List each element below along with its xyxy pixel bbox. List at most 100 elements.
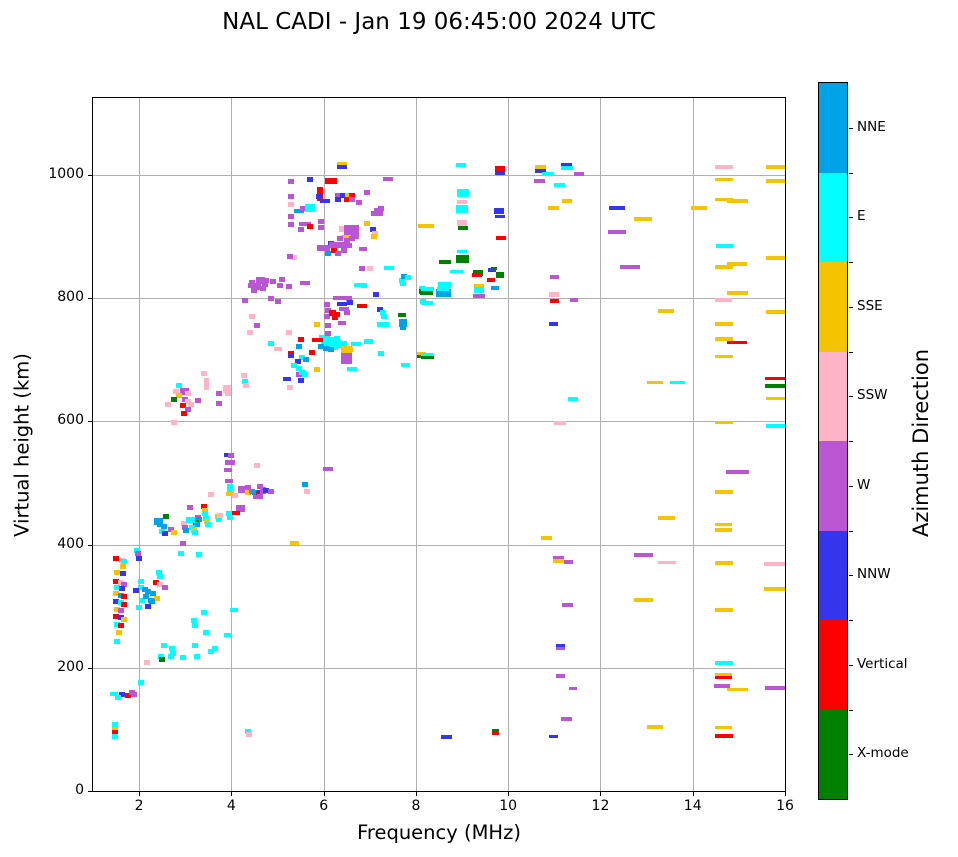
data-point [541,535,553,540]
data-point [232,493,239,499]
x-gridline [692,98,694,791]
data-point [245,731,252,737]
data-point [714,733,733,738]
data-point [187,401,194,407]
data-point [534,165,546,171]
data-point [495,166,506,173]
data-point [227,514,234,520]
data-point [263,277,269,283]
colorbar-tick-label: NNE [857,118,886,135]
data-point [228,452,235,458]
data-point [112,733,119,739]
data-point [109,691,118,696]
data-point [119,586,126,592]
data-point [347,300,354,305]
y-tick-label: 400 [57,535,84,552]
data-point [295,365,302,371]
x-tick-mark [323,792,325,796]
x-tick-mark [139,792,141,796]
data-point [383,266,394,271]
data-point [356,304,367,309]
data-point [765,397,785,401]
data-point [113,569,120,575]
colorbar-boundary-tick [849,620,853,621]
data-point [633,553,653,558]
y-gridline [93,175,785,176]
data-point [293,209,304,214]
colorbar-tick-label: Vertical [857,655,908,672]
x-gridline [508,98,510,791]
data-point [714,298,732,303]
data-point [227,486,234,492]
data-point [216,512,223,518]
data-point [727,261,748,266]
data-point [244,489,251,495]
data-point [378,205,385,211]
data-point [312,338,324,343]
data-point [714,675,732,679]
data-point [340,192,347,198]
data-point [226,511,233,517]
data-point [215,516,222,522]
data-point [297,336,304,342]
data-point [259,285,266,291]
colorbar-tick-mark [849,127,853,129]
data-point [456,204,469,213]
colorbar-segment-w [819,441,847,531]
data-point [324,331,331,337]
data-point [400,363,410,368]
data-point [349,192,356,198]
data-point [473,284,484,289]
data-point [405,274,412,280]
colorbar-tick-label: SSE [857,297,883,314]
data-point [553,558,565,563]
data-point [169,645,176,651]
data-point [418,224,435,229]
data-point [338,320,347,325]
data-point [670,381,686,385]
data-point [295,359,302,365]
data-point [332,315,339,321]
data-point [307,177,314,183]
data-point [251,287,258,293]
data-point [399,318,408,327]
data-point [176,393,183,399]
data-point [121,559,128,565]
data-point [336,235,343,241]
data-point [115,694,122,700]
data-point [491,731,499,735]
data-point [714,164,733,169]
colorbar-boundary-tick [849,172,853,174]
data-point [229,607,238,612]
data-point [333,312,340,318]
data-point [288,352,295,358]
data-point [323,467,334,472]
colorbar-tick-mark [849,396,853,398]
x-gridline [600,98,602,791]
data-point [343,309,350,315]
data-point [204,519,211,525]
data-point [714,490,733,495]
data-point [183,527,190,533]
data-point [287,385,294,391]
data-point [160,524,167,530]
x-tick-mark [692,792,694,796]
data-point [353,283,364,288]
x-tick-label: 14 [683,798,702,814]
data-point [164,401,171,407]
data-point [714,197,733,201]
y-tick-mark [88,544,92,546]
data-point [167,526,174,532]
data-point [222,385,231,394]
data-point [457,225,468,230]
data-point [112,729,119,735]
colorbar-segment-vertical [819,620,847,710]
x-tick-mark [785,792,786,796]
data-point [337,161,348,166]
data-point [450,269,464,273]
data-point [344,192,351,198]
data-point [351,342,362,347]
data-point [112,721,119,727]
data-point [714,726,732,730]
data-point [289,540,299,545]
